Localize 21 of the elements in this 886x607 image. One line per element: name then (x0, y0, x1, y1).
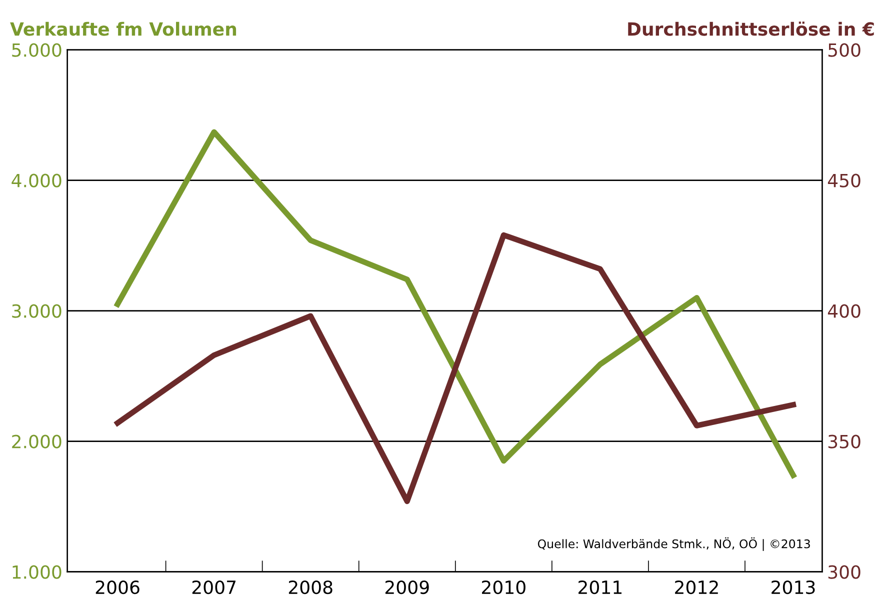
y2-tick-label: 400 (828, 304, 860, 318)
y2-tick-label: 500 (828, 43, 860, 57)
x-tick-label: 2012 (675, 580, 718, 594)
y-axis-title: Verkaufte fm Volumen (10, 22, 236, 36)
y-tick-label: 1.000 (12, 565, 62, 579)
x-tick-label: 2007 (192, 580, 236, 594)
x-tick-label: 2013 (772, 580, 815, 594)
x-tick-label: 2009 (385, 580, 429, 594)
annotation: Quelle: Waldverbände Stmk., NÖ, OÖ | ©2013 (538, 537, 810, 551)
y2-axis-title: Durchschnittserlöse in € (628, 22, 874, 36)
y2-tick-label: 350 (828, 434, 860, 448)
y2-tick-label: 450 (828, 174, 860, 188)
x-tick-label: 2008 (288, 580, 332, 594)
y-tick-label: 3.000 (12, 304, 62, 318)
x-tick-label: 2006 (96, 580, 140, 594)
y-tick-label: 5.000 (12, 43, 62, 57)
y-tick-label: 2.000 (12, 434, 62, 448)
y-tick-label: 4.000 (12, 174, 62, 188)
x-tick-label: 2011 (578, 580, 622, 594)
x-tick-label: 2010 (482, 580, 526, 594)
y2-tick-label: 300 (828, 565, 860, 579)
